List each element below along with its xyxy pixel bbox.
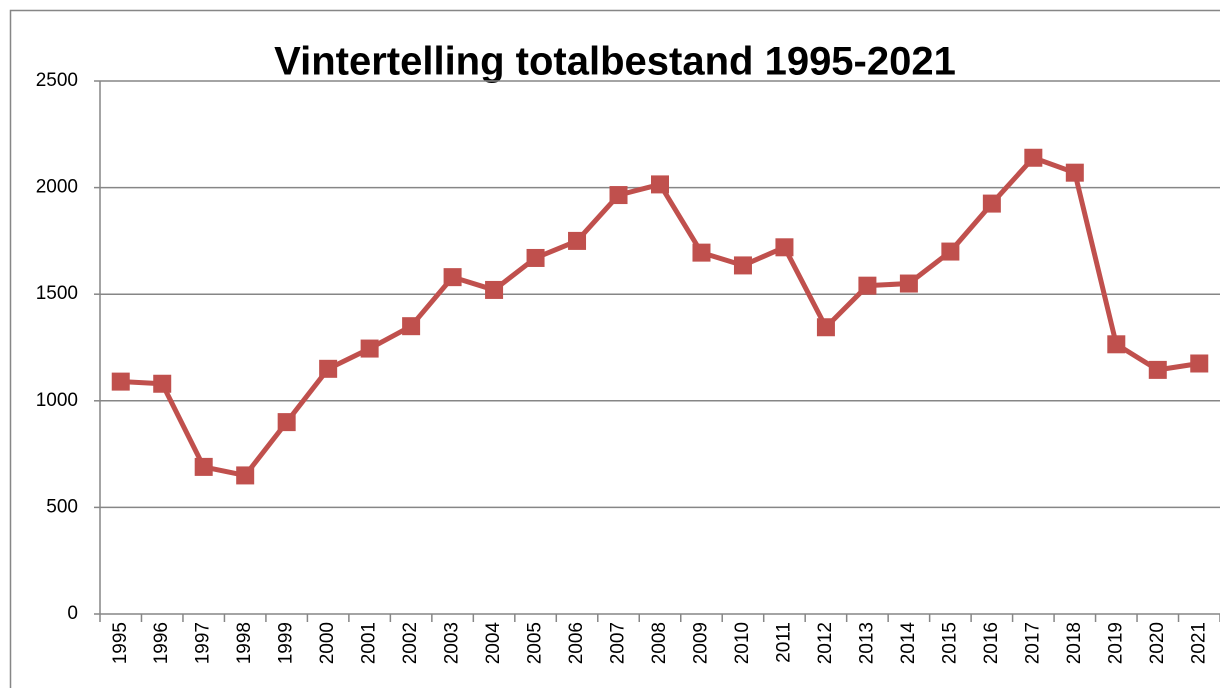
- x-tick-label: 2019: [1105, 622, 1126, 664]
- data-marker: [277, 413, 296, 432]
- data-marker: [402, 317, 421, 336]
- data-marker: [443, 268, 462, 287]
- data-marker: [1190, 354, 1209, 373]
- x-tick-label: 1997: [193, 622, 214, 664]
- chart-border: [9, 9, 1220, 688]
- y-tick-label: 0: [67, 603, 78, 624]
- y-tick-label: 1000: [36, 390, 78, 411]
- x-tick-label: 2006: [566, 622, 587, 664]
- x-tick-label: 2004: [483, 622, 504, 665]
- x-tick-label: 2016: [981, 622, 1002, 664]
- data-marker: [982, 194, 1001, 213]
- x-tick-label: 2010: [732, 622, 753, 664]
- data-marker: [526, 248, 545, 267]
- data-marker: [733, 256, 752, 275]
- data-marker: [568, 231, 587, 250]
- chart-title: Vintertelling totalbestand 1995-2021: [274, 40, 956, 84]
- x-tick-label: 2001: [359, 622, 380, 664]
- y-tick-label: 1500: [36, 283, 78, 304]
- x-tick-label: 2007: [608, 622, 629, 664]
- x-tick-label: 1995: [110, 622, 131, 664]
- data-marker: [692, 243, 711, 262]
- y-tick-label: 2500: [36, 70, 78, 91]
- data-marker: [941, 242, 960, 261]
- y-tick-label: 500: [46, 496, 78, 517]
- data-marker: [1148, 360, 1167, 379]
- data-marker: [319, 359, 338, 378]
- x-tick-label: 2012: [815, 622, 836, 664]
- data-marker: [1107, 335, 1126, 354]
- data-marker: [485, 280, 504, 299]
- x-tick-label: 2000: [317, 622, 338, 664]
- x-tick-label: 2009: [690, 622, 711, 664]
- data-marker: [775, 238, 794, 257]
- data-marker: [609, 186, 628, 205]
- x-tick-label: 2003: [442, 622, 463, 664]
- x-tick-label: 2020: [1147, 622, 1168, 664]
- x-tick-label: 2017: [1022, 622, 1043, 664]
- data-marker: [153, 374, 172, 393]
- x-tick-label: 1998: [234, 622, 255, 664]
- data-marker: [816, 318, 835, 337]
- y-tick-label: 2000: [36, 177, 78, 198]
- data-marker: [899, 274, 918, 293]
- x-tick-label: 1999: [276, 622, 297, 664]
- x-tick-label: 2014: [898, 622, 919, 665]
- x-tick-label: 2021: [1188, 622, 1209, 664]
- data-marker: [1024, 148, 1043, 167]
- x-tick-label: 2005: [525, 622, 546, 664]
- x-tick-label: 1996: [151, 622, 172, 664]
- data-marker: [651, 175, 669, 194]
- x-tick-label: 2008: [649, 622, 670, 664]
- data-marker: [1065, 163, 1084, 182]
- x-tick-label: 2011: [773, 622, 794, 663]
- data-marker: [111, 372, 130, 391]
- data-marker: [194, 457, 213, 476]
- data-marker: [360, 339, 379, 358]
- x-tick-label: 2002: [400, 622, 421, 664]
- data-marker: [858, 276, 877, 295]
- x-tick-label: 2015: [939, 622, 960, 664]
- x-tick-label: 2018: [1064, 622, 1085, 664]
- x-tick-label: 2013: [856, 622, 877, 664]
- data-marker: [236, 466, 255, 485]
